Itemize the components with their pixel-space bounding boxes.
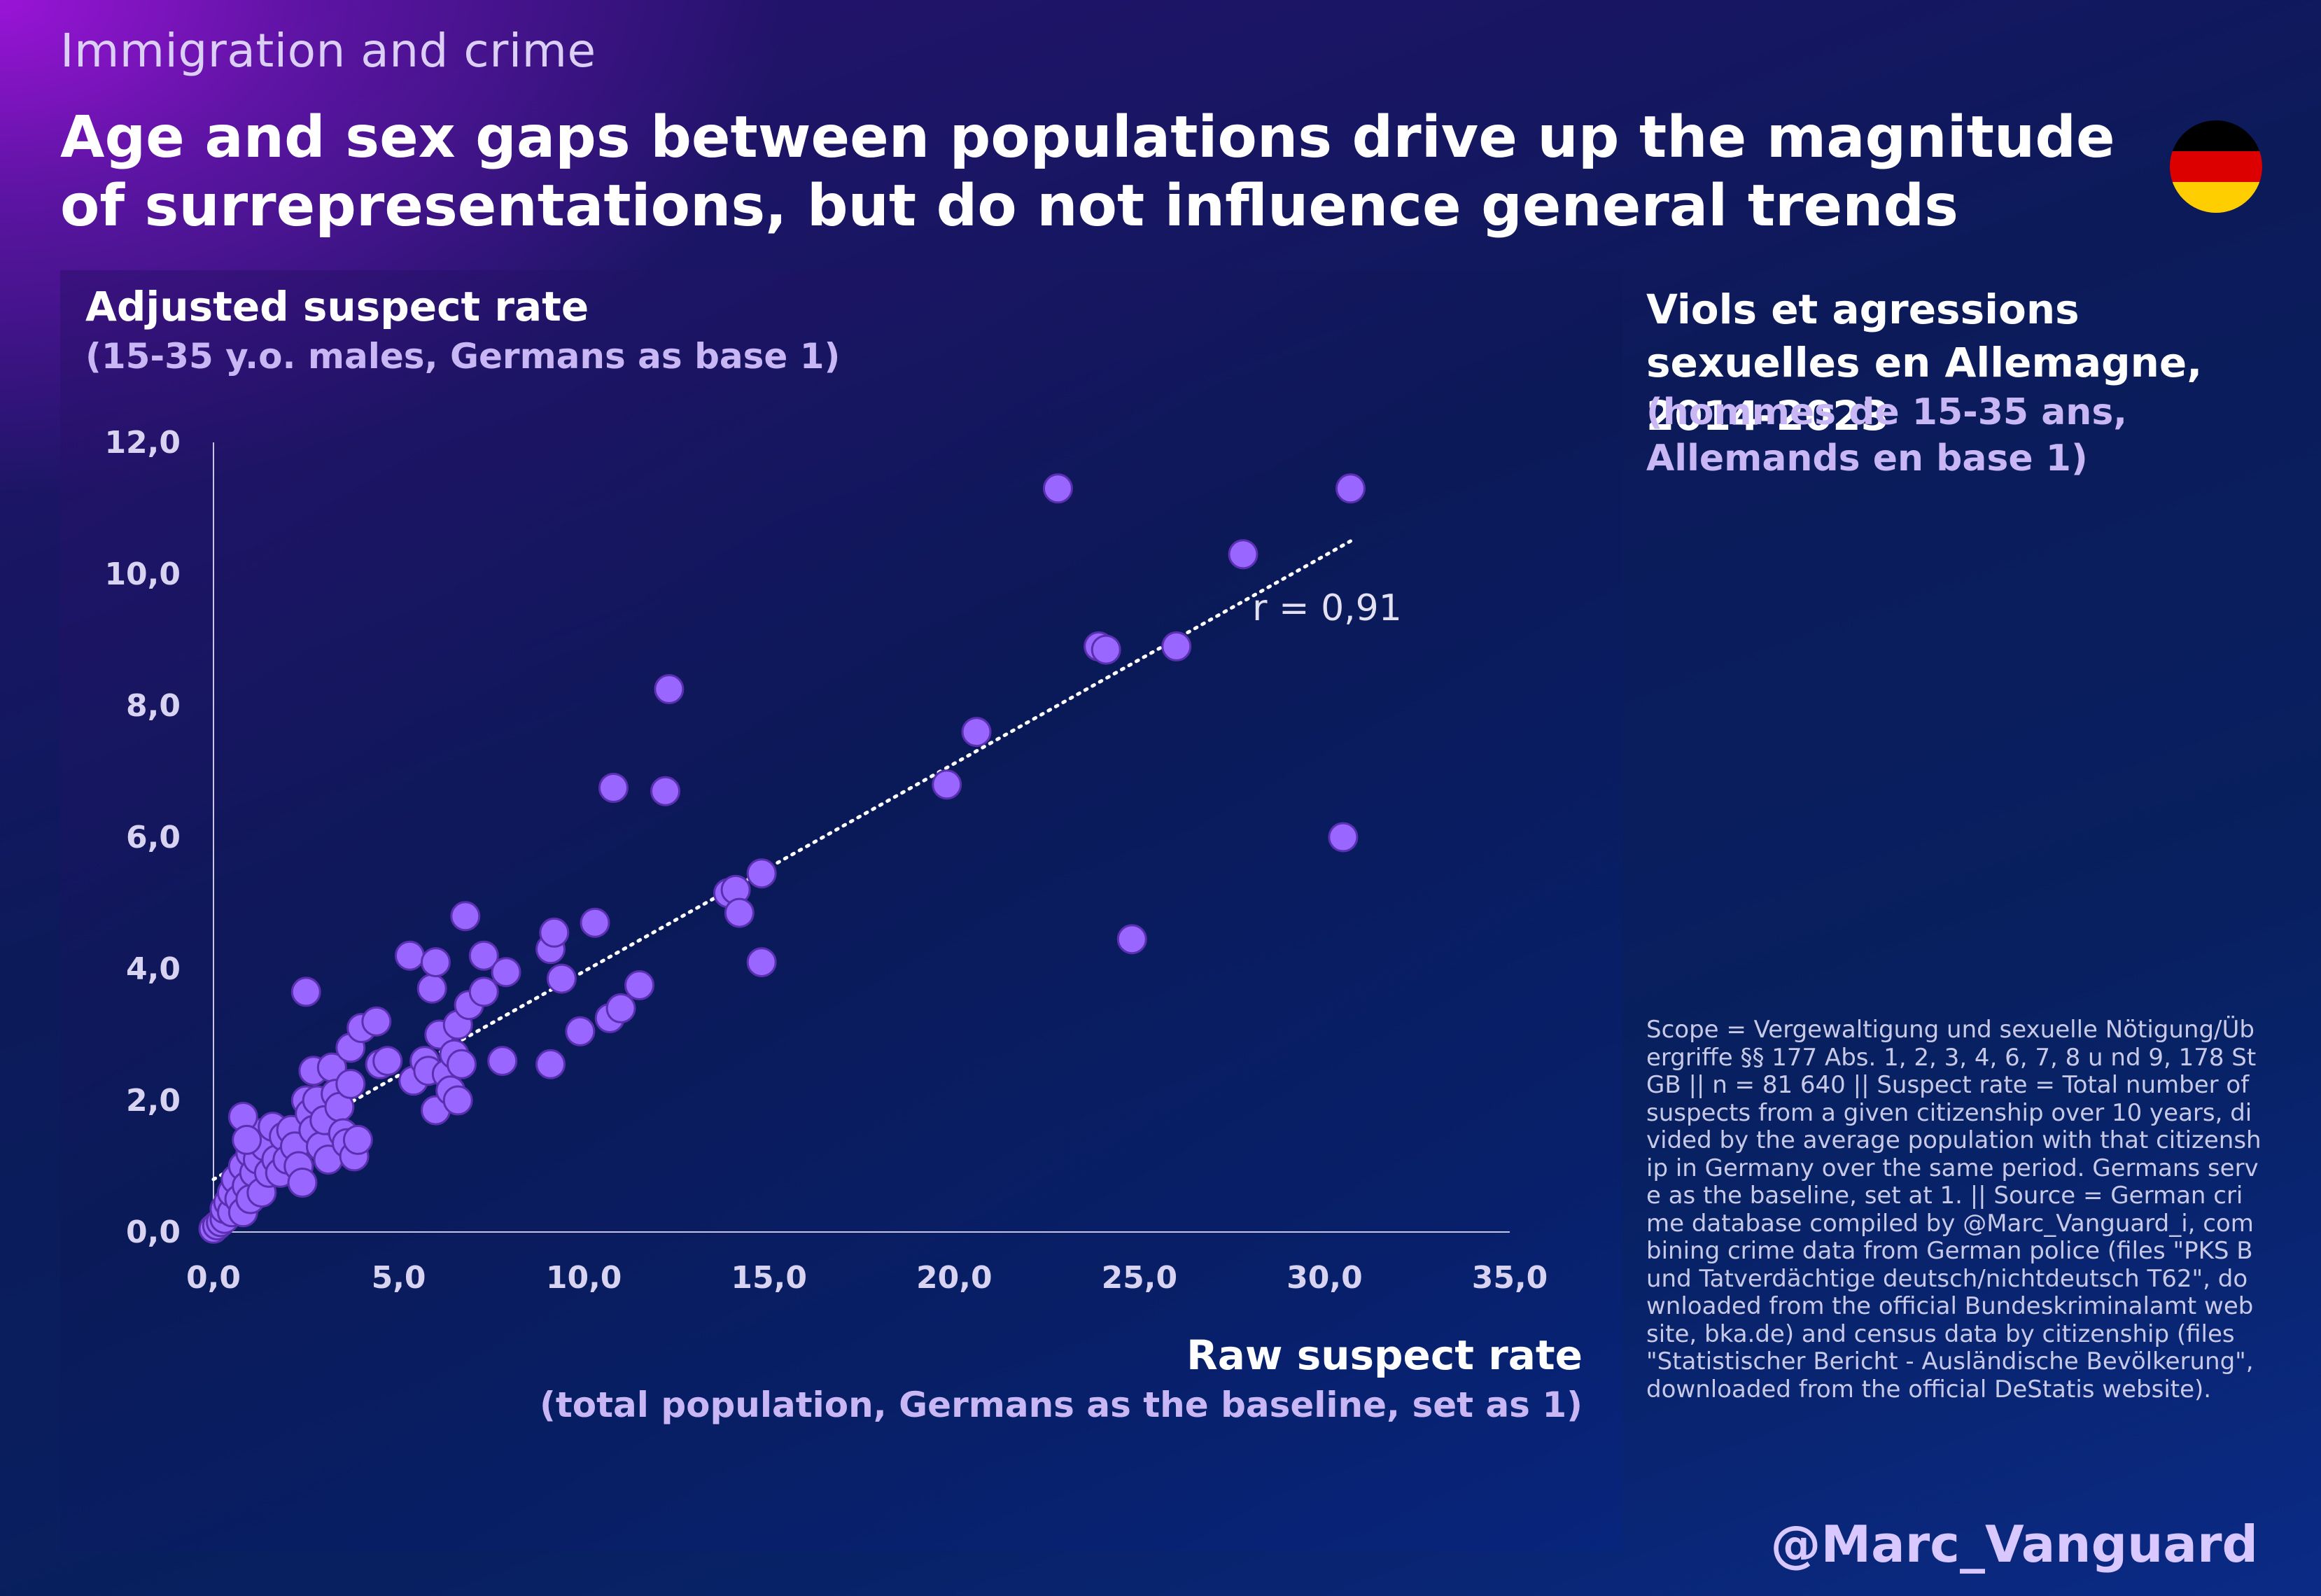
y-tick-label: 4,0 bbox=[126, 951, 181, 987]
x-tick-label: 25,0 bbox=[1102, 1260, 1178, 1296]
scatter-point bbox=[491, 957, 521, 988]
scatter-point bbox=[1335, 473, 1366, 504]
scatter-point bbox=[746, 858, 777, 889]
y-axis-subtitle: (15-35 y.o. males, Germans as base 1) bbox=[85, 336, 841, 377]
scatter-point bbox=[650, 776, 681, 806]
scatter-point bbox=[546, 963, 577, 994]
scatter-point bbox=[335, 1069, 366, 1099]
points-layer bbox=[198, 473, 1366, 1244]
scatter-point bbox=[932, 769, 962, 800]
scatter-point bbox=[1328, 822, 1359, 853]
scatter-point bbox=[1091, 634, 1121, 665]
y-tick-label: 8,0 bbox=[126, 688, 181, 724]
scatter-point bbox=[287, 1168, 318, 1198]
side-title: Viols et agressions sexuelles en Allemag… bbox=[1646, 286, 2203, 440]
scatter-point bbox=[746, 947, 777, 978]
scatter-point bbox=[394, 940, 425, 971]
x-tick-label: 35,0 bbox=[1472, 1260, 1548, 1296]
methodology-notes: Scope = Vergewaltigung und sexuelle Nöti… bbox=[1646, 1016, 2262, 1404]
y-tick-label: 0,0 bbox=[126, 1214, 181, 1250]
y-tick-label: 2,0 bbox=[126, 1083, 181, 1119]
y-tick-label: 6,0 bbox=[126, 820, 181, 855]
scatter-point bbox=[342, 1124, 373, 1155]
scatter-point bbox=[468, 976, 499, 1007]
y-tick-label: 12,0 bbox=[104, 425, 181, 461]
x-tick-label: 0,0 bbox=[186, 1260, 241, 1296]
scatter-point bbox=[565, 1016, 596, 1046]
scatter-point bbox=[450, 901, 481, 932]
scatter-point bbox=[624, 970, 655, 1000]
correlation-annotation: r = 0,91 bbox=[1252, 587, 1402, 629]
x-tick-label: 5,0 bbox=[372, 1260, 426, 1296]
scatter-point bbox=[361, 1006, 392, 1037]
scatter-point bbox=[442, 1085, 473, 1116]
x-tick-label: 20,0 bbox=[916, 1260, 993, 1296]
x-tick-label: 15,0 bbox=[731, 1260, 807, 1296]
scatter-point bbox=[1042, 473, 1073, 504]
scatter-point bbox=[487, 1046, 518, 1077]
scatter-point bbox=[290, 976, 321, 1007]
x-tick-label: 30,0 bbox=[1286, 1260, 1363, 1296]
scatter-point bbox=[961, 717, 992, 748]
scatter-point bbox=[416, 973, 447, 1004]
scatter-point bbox=[724, 897, 755, 928]
author-handle: @Marc_Vanguard bbox=[1770, 1515, 2258, 1574]
scatter-point bbox=[598, 773, 629, 803]
scatter-point bbox=[605, 993, 636, 1023]
scatter-point bbox=[468, 940, 499, 971]
scatter-point bbox=[539, 917, 570, 948]
side-subtitle: (hommes de 15-35 ans, Allemands en base … bbox=[1646, 391, 2128, 479]
tick-labels-layer: 0,0 5,0 10,0 15,0 20,0 25,0 30,0 35,0 0,0 2,0 4,0 6… bbox=[104, 425, 1548, 1296]
axes-layer bbox=[213, 442, 1510, 1233]
germany-flag-icon bbox=[2170, 120, 2262, 213]
scatter-point bbox=[420, 947, 451, 978]
scatter-point bbox=[654, 674, 685, 704]
scatter-point bbox=[232, 1124, 262, 1155]
y-tick-label: 10,0 bbox=[104, 556, 181, 592]
kicker-text: Immigration and crime bbox=[60, 24, 596, 78]
flag-stripe-red bbox=[2170, 151, 2262, 182]
scatter-point bbox=[535, 1049, 566, 1079]
x-axis-subtitle: (total population, Germans as the baseli… bbox=[540, 1385, 1583, 1425]
scatter-point bbox=[372, 1046, 403, 1077]
y-axis-title: Adjusted suspect rate bbox=[85, 283, 589, 330]
scatter-point bbox=[1116, 924, 1147, 955]
scatter-point bbox=[1161, 631, 1192, 662]
scatter-point bbox=[580, 907, 610, 938]
x-axis-title: Raw suspect rate bbox=[1186, 1331, 1583, 1379]
scatter-point bbox=[447, 1049, 477, 1079]
chart-title: Age and sex gaps between populations dri… bbox=[60, 104, 2115, 239]
x-tick-label: 10,0 bbox=[546, 1260, 622, 1296]
scatter-point bbox=[1228, 539, 1258, 570]
